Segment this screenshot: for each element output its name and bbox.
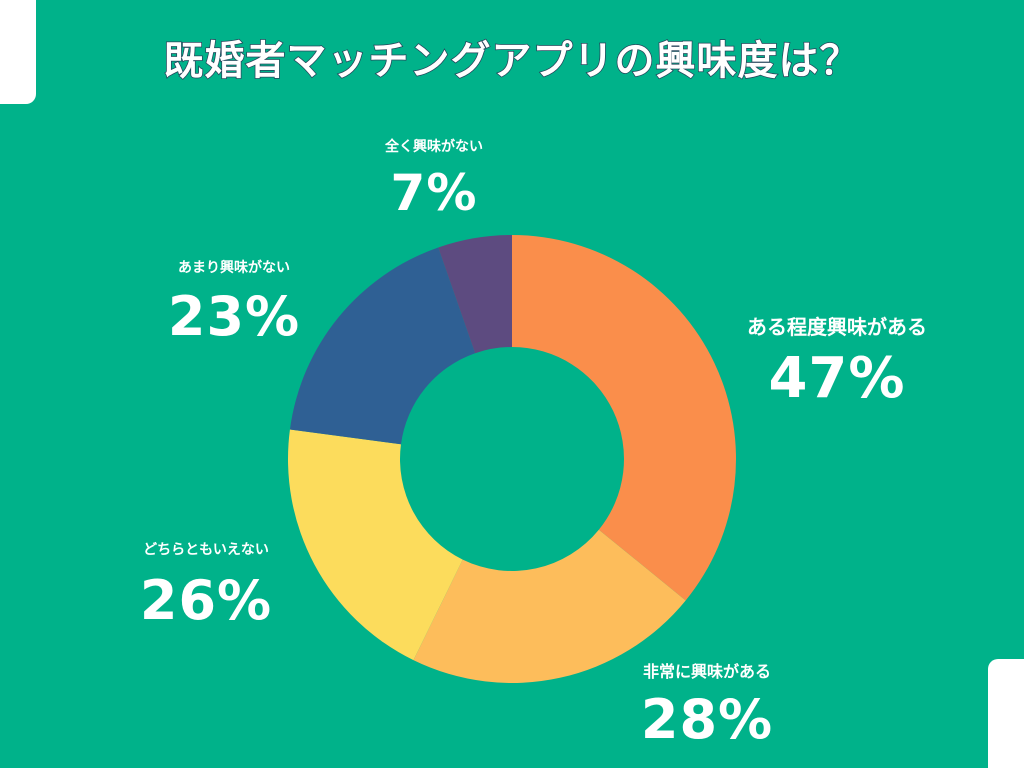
slice-not-very-interested	[289, 247, 476, 445]
value-label: 7%	[390, 164, 478, 222]
value-label: 26%	[139, 569, 273, 632]
slice-somewhat-interested	[512, 235, 737, 601]
slice-label-very-interested: 非常に興味がある 28%	[641, 658, 773, 751]
slice-label-not-interested: 全く興味がない 7%	[385, 136, 483, 222]
slice-label-somewhat-interested: ある程度興味がある 47%	[747, 311, 927, 411]
slice-neutral	[288, 429, 463, 661]
value-label: 28%	[640, 688, 774, 751]
value-label: 47%	[768, 346, 906, 411]
category-label: どちらともいえない	[143, 542, 269, 558]
value-label: 23%	[167, 285, 301, 348]
corner-decoration-top-left	[0, 0, 36, 104]
chart-title: 既婚者マッチングアプリの興味度は？	[163, 37, 861, 85]
slice-not-interested	[438, 235, 512, 354]
slice-very-interested	[413, 529, 686, 683]
category-label: 全く興味がない	[385, 139, 483, 155]
slice-label-not-very-interested: あまり興味がない 23%	[168, 257, 300, 348]
category-label: 非常に興味がある	[642, 662, 772, 681]
slice-label-neutral: どちらともいえない 26%	[140, 539, 272, 632]
corner-decoration-bottom-right	[988, 659, 1024, 768]
category-label: あまり興味がない	[177, 260, 290, 276]
category-label: ある程度興味がある	[747, 315, 927, 339]
